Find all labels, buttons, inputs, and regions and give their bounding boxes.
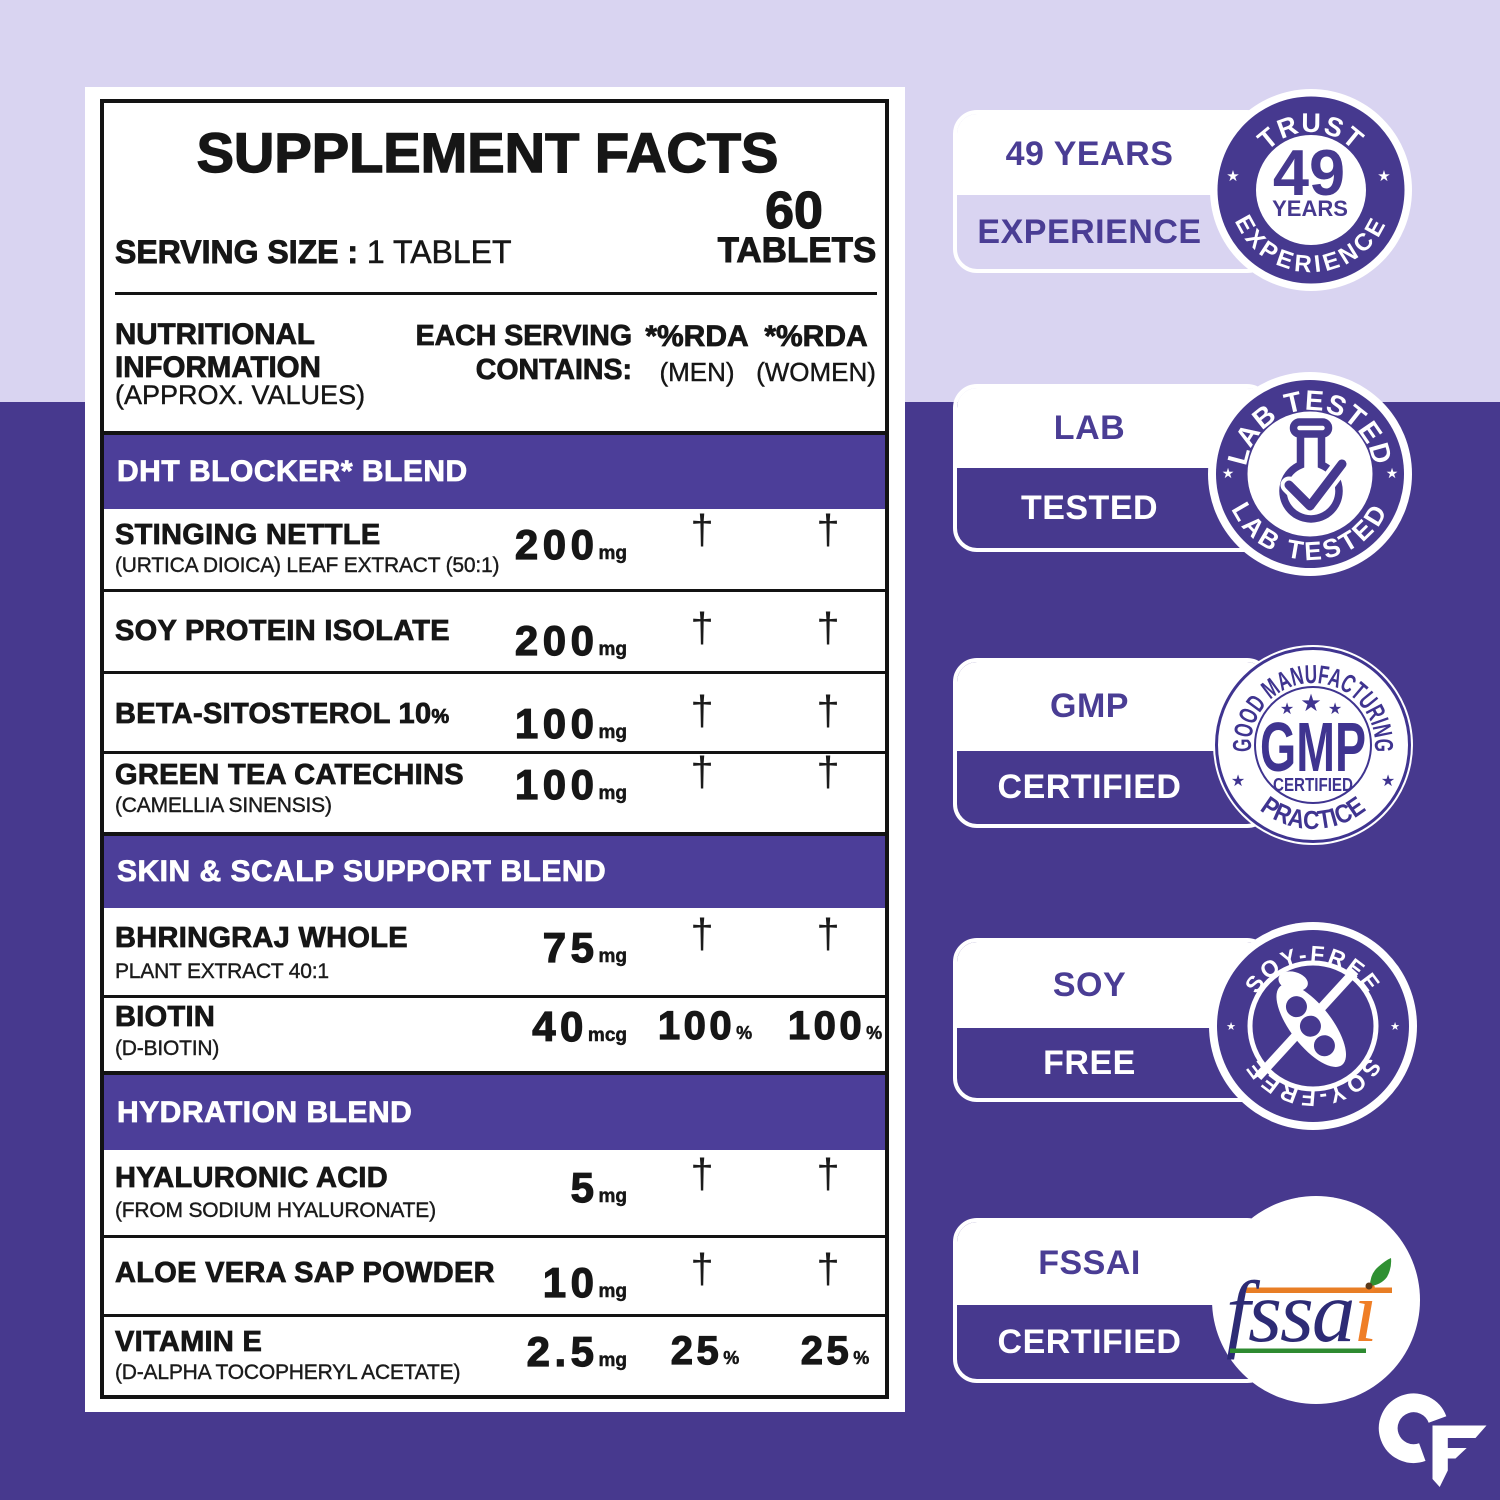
svg-text:★: ★ [1231,773,1245,790]
svg-text:★: ★ [1328,701,1342,718]
svg-text:CERTIFIED: CERTIFIED [1273,775,1353,795]
svg-text:YEARS: YEARS [1272,196,1348,221]
svg-text:★: ★ [1381,773,1395,790]
svg-text:★: ★ [1386,465,1399,481]
svg-text:★: ★ [1377,168,1390,185]
svg-text:★: ★ [1226,1021,1236,1033]
svg-text:★: ★ [1280,701,1294,718]
svg-text:49: 49 [1273,136,1345,209]
svg-text:★: ★ [1390,1021,1400,1033]
svg-text:★: ★ [1226,168,1239,185]
svg-text:GMP: GMP [1260,708,1366,786]
svg-text:fssai: fssai [1226,1263,1376,1360]
svg-text:★: ★ [1222,465,1235,481]
svg-text:★: ★ [1300,690,1322,717]
